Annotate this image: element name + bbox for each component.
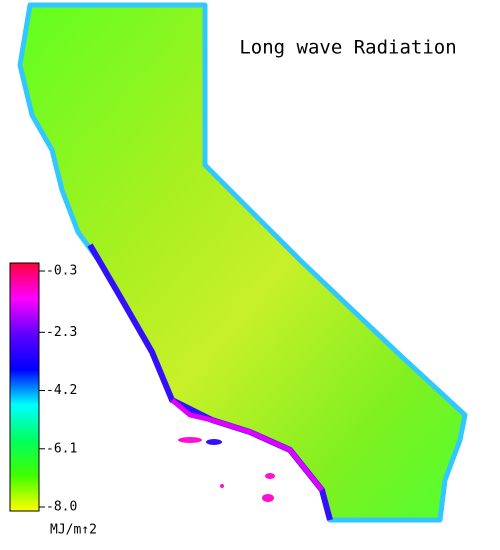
california bbox=[17, 2, 468, 523]
land bbox=[17, 2, 468, 523]
colorbar-tick-label: -8.0 bbox=[46, 500, 77, 515]
island bbox=[206, 439, 222, 445]
colorbar-tick-label: -6.1 bbox=[46, 441, 77, 456]
island bbox=[178, 437, 202, 443]
colorbar-unit: MJ/m↑2 bbox=[50, 523, 97, 538]
island bbox=[220, 484, 224, 488]
colorbar-tick-label: -0.3 bbox=[46, 264, 77, 279]
island bbox=[262, 494, 274, 502]
colorbar bbox=[9, 262, 40, 512]
colorbar-tick-label: -4.2 bbox=[46, 383, 77, 398]
colorbar-tick-label: -2.3 bbox=[46, 325, 77, 340]
coast-south bbox=[170, 398, 324, 492]
island bbox=[265, 473, 275, 479]
map-title: Long wave Radiation bbox=[239, 37, 456, 59]
